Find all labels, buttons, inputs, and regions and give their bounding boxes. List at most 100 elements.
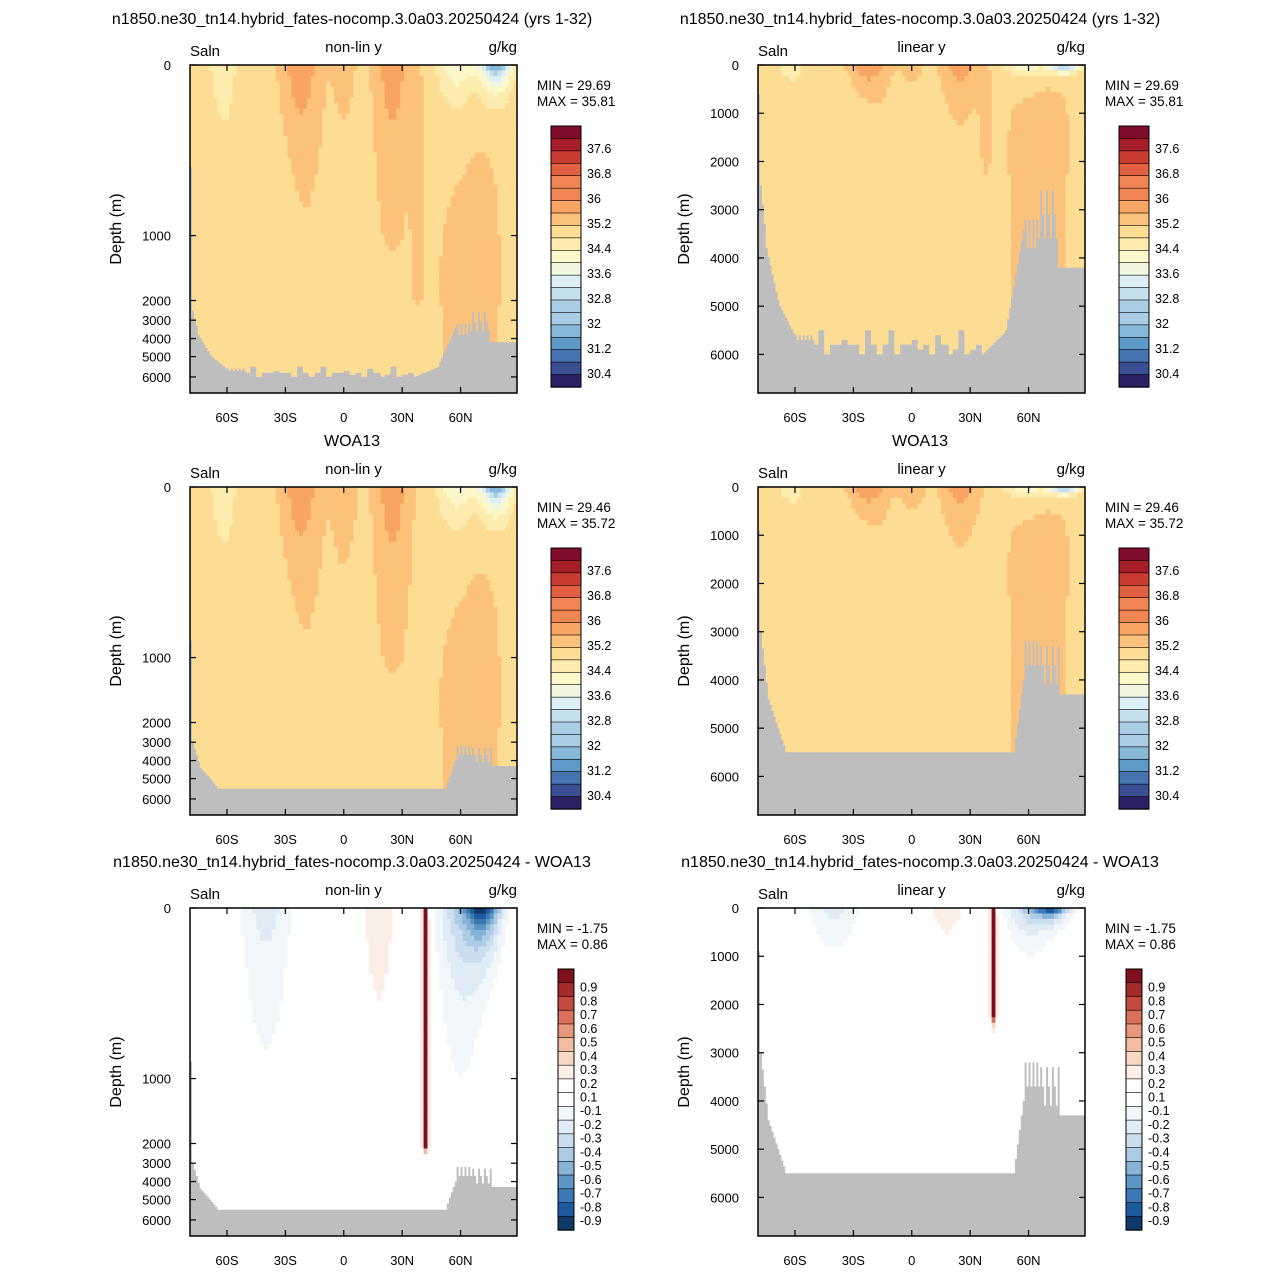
field-cell xyxy=(408,158,412,164)
field-cell xyxy=(346,103,350,109)
field-cell xyxy=(470,147,474,153)
field-cell xyxy=(307,163,311,169)
field-cell xyxy=(427,251,431,257)
field-cell xyxy=(392,251,396,257)
field-cell xyxy=(338,327,342,333)
field-cell xyxy=(330,256,334,262)
field-cell xyxy=(198,98,202,104)
field-cell xyxy=(198,120,202,126)
field-cell xyxy=(283,316,287,322)
field-cell xyxy=(213,327,217,333)
field-cell xyxy=(280,256,284,262)
field-cell xyxy=(451,278,455,284)
field-cell xyxy=(447,213,451,219)
field-cell xyxy=(357,349,361,355)
field-cell xyxy=(350,163,354,169)
field-cell xyxy=(431,114,435,120)
field-cell xyxy=(439,213,443,219)
field-cell xyxy=(225,196,229,202)
field-cell xyxy=(311,327,315,333)
field-cell xyxy=(209,311,213,317)
field-cell xyxy=(264,152,268,158)
field-cell xyxy=(455,87,459,93)
field-cell xyxy=(424,109,428,115)
field-cell xyxy=(400,229,404,235)
field-cell xyxy=(466,87,470,93)
field-cell xyxy=(330,234,334,240)
field-cell xyxy=(280,311,284,317)
field-cell xyxy=(463,87,467,93)
field-cell xyxy=(427,278,431,284)
field-cell xyxy=(260,65,264,71)
field-cell xyxy=(369,289,373,295)
field-cell xyxy=(404,278,408,284)
field-cell xyxy=(389,76,393,82)
field-cell xyxy=(427,327,431,333)
field-cell xyxy=(299,360,303,366)
field-cell xyxy=(198,136,202,142)
field-cell xyxy=(213,131,217,137)
field-cell xyxy=(307,224,311,230)
field-cell xyxy=(311,136,315,142)
field-cell xyxy=(330,114,334,120)
field-cell xyxy=(221,125,225,131)
field-cell xyxy=(404,169,408,175)
field-cell xyxy=(245,289,249,295)
field-cell xyxy=(435,289,439,295)
field-cell xyxy=(377,366,381,372)
field-cell xyxy=(494,240,498,246)
field-cell xyxy=(276,114,280,120)
field-cell xyxy=(420,333,424,339)
field-cell xyxy=(482,207,486,213)
field-cell xyxy=(217,131,221,137)
field-cell xyxy=(365,120,369,126)
field-cell xyxy=(202,289,206,295)
field-cell xyxy=(280,158,284,164)
field-cell xyxy=(420,158,424,164)
field-cell xyxy=(342,245,346,251)
field-cell xyxy=(404,120,408,126)
field-cell xyxy=(272,70,276,76)
field-cell xyxy=(466,81,470,87)
field-cell xyxy=(361,125,365,131)
field-cell xyxy=(443,152,447,158)
field-cell xyxy=(369,109,373,115)
field-cell xyxy=(404,103,408,109)
field-cell xyxy=(470,158,474,164)
field-cell xyxy=(299,81,303,87)
field-cell xyxy=(381,224,385,230)
field-cell xyxy=(377,109,381,115)
field-cell xyxy=(198,278,202,284)
field-cell xyxy=(509,229,513,235)
field-cell xyxy=(330,136,334,142)
field-cell xyxy=(482,251,486,257)
field-cell xyxy=(396,371,400,377)
field-cell xyxy=(435,142,439,148)
field-cell xyxy=(385,131,389,137)
field-cell xyxy=(396,114,400,120)
field-cell xyxy=(392,202,396,208)
field-cell xyxy=(280,125,284,131)
field-cell xyxy=(427,191,431,197)
field-cell xyxy=(307,267,311,273)
field-cell xyxy=(494,142,498,148)
field-cell xyxy=(322,92,326,98)
field-cell xyxy=(237,229,241,235)
field-cell xyxy=(283,267,287,273)
field-cell xyxy=(392,322,396,328)
field-cell xyxy=(482,229,486,235)
field-cell xyxy=(241,207,245,213)
field-cell xyxy=(198,224,202,230)
field-cell xyxy=(272,136,276,142)
field-cell xyxy=(213,267,217,273)
field-cell xyxy=(354,360,358,366)
field-cell xyxy=(392,327,396,333)
field-cell xyxy=(424,295,428,301)
field-cell xyxy=(498,262,502,268)
field-cell xyxy=(346,152,350,158)
field-cell xyxy=(427,316,431,322)
field-cell xyxy=(427,284,431,290)
field-cell xyxy=(326,103,330,109)
field-cell xyxy=(307,360,311,366)
